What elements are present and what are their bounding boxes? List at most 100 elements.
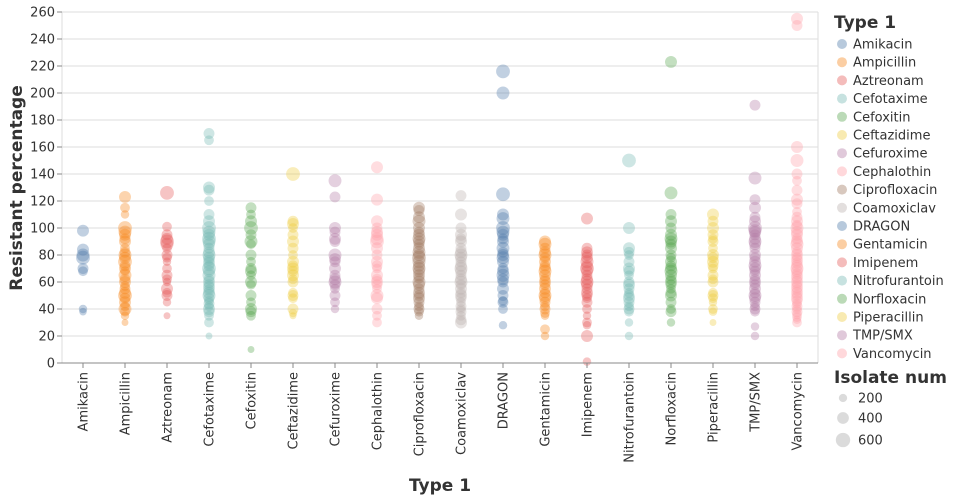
data-point [539,242,551,254]
data-point [791,211,803,223]
data-point [496,212,510,226]
data-point [202,225,216,239]
data-point [707,276,719,288]
data-point [329,273,341,286]
x-tick-label: Gentamicin [539,372,554,447]
data-point [120,202,130,213]
data-point [203,260,215,272]
data-point [496,86,510,100]
data-point [624,306,634,317]
legend-swatch [837,348,847,359]
data-point [370,234,384,249]
size-legend-label: 600 [858,434,883,449]
data-point [328,275,342,289]
data-point [287,255,299,268]
data-point [246,270,256,281]
data-point [623,262,635,275]
data-point [203,238,215,251]
data-point [371,228,383,241]
data-point [623,303,635,315]
data-point [749,282,761,295]
legend-swatch [837,57,847,68]
size-legend-swatch [837,412,849,424]
data-point [329,279,341,291]
data-point [287,276,299,288]
data-point [121,319,129,326]
data-point [749,296,761,308]
data-point [118,221,132,235]
data-point [540,308,550,318]
data-point [538,264,552,278]
data-point [665,276,677,288]
data-point [665,228,677,241]
data-point [665,273,677,285]
data-point [79,307,87,316]
x-tick-label: DRAGON [497,372,512,429]
data-point [288,274,298,285]
data-point [623,265,635,277]
legend-swatch [837,75,847,86]
data-point [203,228,215,241]
data-point [77,243,89,256]
x-tick-label: Cefoxitin [245,372,260,429]
legend-swatch [837,221,847,231]
data-point [665,306,677,318]
data-point [707,252,719,264]
data-point [118,254,132,269]
data-point [749,292,761,305]
data-point [78,266,88,277]
data-point [329,232,341,245]
data-point [455,228,467,241]
data-point [119,292,131,304]
data-point [497,208,509,221]
data-point [748,224,762,238]
data-point [119,190,131,203]
data-point [119,235,131,248]
data-point [791,249,803,261]
data-point [329,222,341,234]
data-point [455,292,467,304]
data-point [708,263,718,274]
data-point [370,232,384,246]
data-point [202,221,216,235]
data-point [623,242,635,255]
data-point [288,250,298,260]
data-point [581,296,593,308]
data-point [414,301,424,312]
data-point [496,221,510,235]
data-point [413,204,425,216]
data-point [749,242,761,254]
data-point [412,214,426,228]
data-point [791,219,803,231]
data-point [582,311,592,320]
data-point [203,276,215,288]
data-point [791,193,803,206]
data-point [455,316,467,329]
data-point [790,237,804,251]
data-point [623,283,635,295]
data-point [707,215,719,227]
y-tick-label: 200 [30,87,55,102]
data-point [203,242,215,254]
data-point [120,210,130,219]
legend-label: Vancomycin [853,347,932,362]
data-point [202,268,216,282]
data-point [287,217,299,230]
data-point [581,278,593,291]
data-point [708,298,718,307]
data-point [162,298,172,307]
data-point [581,330,593,342]
data-point [245,229,257,241]
data-point [119,262,131,275]
legend-swatch [837,293,847,304]
data-point [748,221,762,235]
data-point [162,252,172,263]
data-point [496,251,510,265]
data-point [539,282,551,295]
data-point [539,255,551,268]
data-point [581,265,593,278]
data-point [455,246,467,259]
data-point [707,236,719,247]
data-point [413,238,425,250]
data-point [371,255,383,268]
